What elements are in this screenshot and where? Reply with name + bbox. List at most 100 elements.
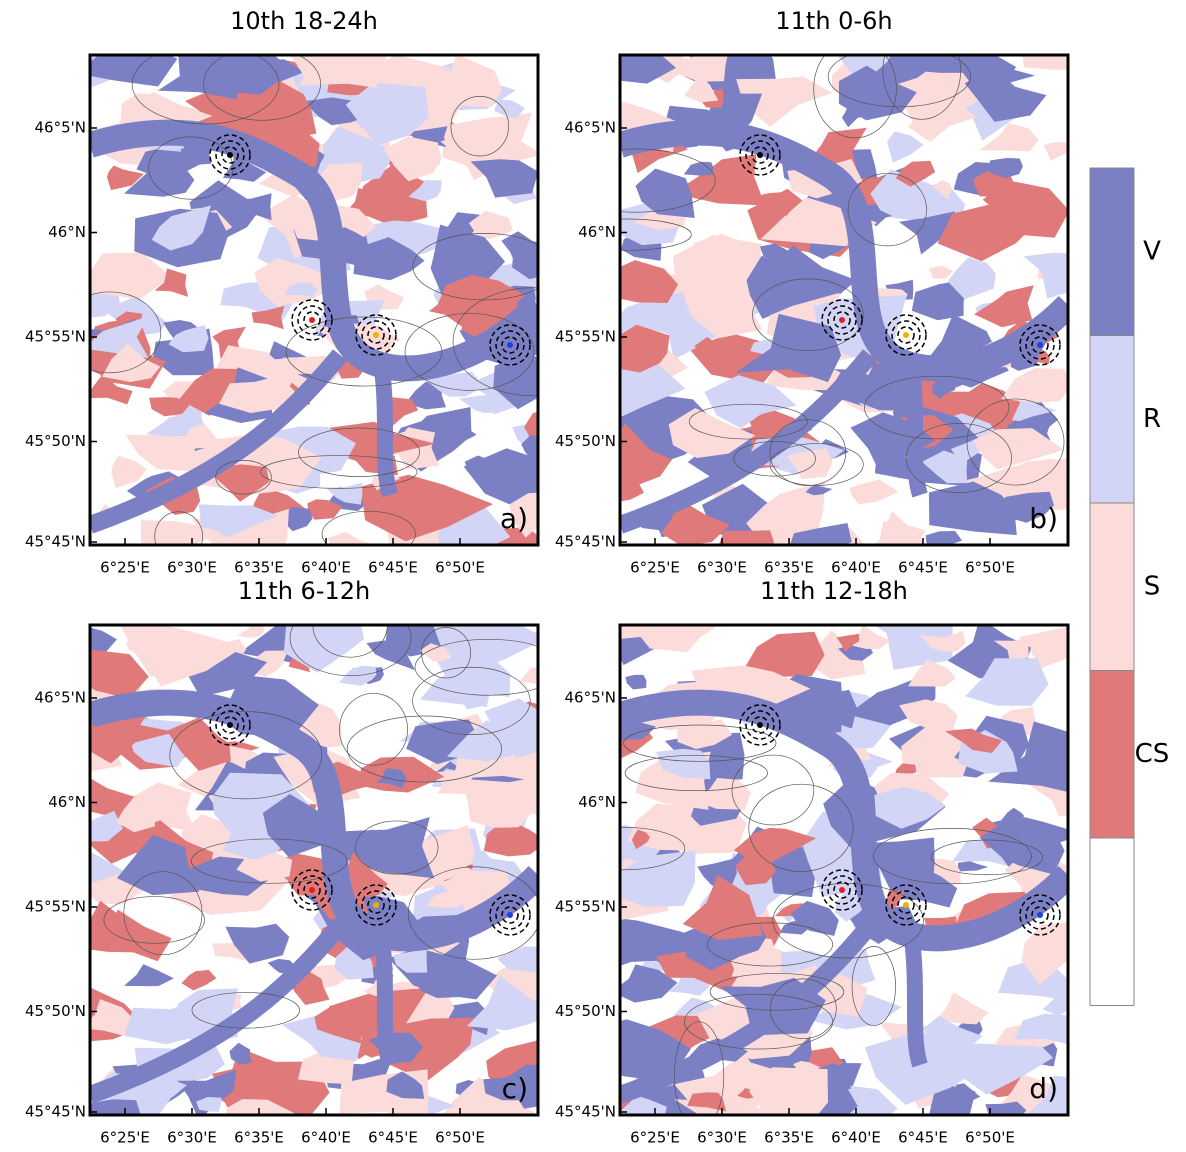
terrain-patch	[704, 375, 797, 429]
station-ring	[885, 314, 927, 356]
station-ring	[489, 324, 531, 366]
terrain-patch	[467, 975, 538, 1031]
station	[373, 902, 379, 908]
station-ring	[1031, 336, 1049, 354]
contour	[772, 883, 924, 959]
contour	[872, 828, 1032, 885]
terrain-patch	[181, 969, 217, 991]
terrain-patch	[459, 395, 501, 413]
station-ring	[355, 314, 397, 356]
terrain-patch	[931, 377, 956, 399]
terrain-patch	[90, 1099, 141, 1115]
panel-title: 11th 6-12h	[238, 577, 370, 605]
contour	[260, 455, 418, 489]
terrain-patch	[921, 450, 968, 484]
terrain-patch	[124, 150, 195, 197]
x-tick-label: 6°50'E	[965, 559, 1015, 577]
y-tick-label: 45°45'N	[555, 1103, 616, 1121]
x-tick-label: 6°45'E	[898, 559, 948, 577]
panel-label: b)	[1029, 502, 1058, 535]
y-tick-label: 46°5'N	[565, 689, 616, 707]
contour	[90, 291, 162, 374]
terrain-patch	[376, 768, 407, 788]
terrain-patch	[1028, 1075, 1068, 1115]
terrain-patch	[386, 1071, 425, 1099]
terrain-patch	[635, 168, 695, 218]
valley	[90, 349, 347, 534]
x-tick-label: 6°50'E	[965, 1129, 1015, 1147]
terrain-patch	[509, 492, 538, 538]
terrain-patch	[620, 480, 644, 502]
x-tick-label: 6°40'E	[831, 559, 881, 577]
panel-title: 11th 0-6h	[775, 7, 892, 35]
terrain-patch	[229, 1042, 253, 1065]
x-tick-label: 6°30'E	[697, 559, 747, 577]
terrain-patch	[870, 169, 953, 219]
y-tick-label: 45°50'N	[555, 1002, 616, 1020]
terrain-patch	[685, 930, 757, 971]
station-ring	[303, 881, 321, 899]
contour	[131, 55, 280, 125]
x-tick-label: 6°35'E	[764, 1129, 814, 1147]
panel-title: 11th 12-18h	[760, 577, 908, 605]
station	[309, 887, 315, 893]
station-ring	[495, 330, 525, 360]
station-ring	[215, 140, 245, 170]
contour	[827, 55, 971, 108]
terrain-patch	[314, 1006, 362, 1044]
contour	[452, 287, 538, 397]
terrain-patch	[154, 268, 189, 297]
terrain-patch	[435, 274, 526, 331]
contour	[769, 419, 847, 486]
terrain-patch	[123, 964, 174, 987]
terrain-patch	[106, 165, 144, 191]
station-ring	[827, 875, 857, 905]
terrain-patch	[168, 325, 209, 353]
valley	[90, 689, 538, 952]
station-ring	[291, 299, 333, 341]
contour	[847, 173, 927, 247]
y-tick-label: 45°45'N	[555, 533, 616, 551]
terrain-patch	[851, 625, 891, 649]
terrain-patch	[874, 786, 946, 829]
terrain-patch	[141, 520, 221, 545]
terrain-patch	[177, 1069, 237, 1115]
station-ring	[221, 146, 239, 164]
station	[227, 722, 233, 728]
contour	[674, 1021, 725, 1115]
station-ring	[297, 305, 327, 335]
terrain-patch	[383, 136, 442, 182]
station-ring	[821, 869, 863, 911]
station	[1037, 912, 1043, 918]
terrain-patch	[393, 948, 428, 973]
terrain-patch	[467, 780, 533, 828]
contour	[864, 375, 1010, 440]
contour	[321, 510, 416, 545]
terrain-patch	[196, 1097, 222, 1112]
terrain-patch	[620, 927, 644, 966]
terrain-patch	[180, 144, 212, 165]
map-field	[620, 55, 1068, 545]
contour	[623, 724, 777, 762]
x-tick-label: 6°25'E	[100, 1129, 150, 1147]
station-ring	[215, 710, 245, 740]
terrain-patch	[198, 504, 279, 538]
contour	[905, 423, 1012, 493]
terrain-patch	[283, 506, 313, 532]
terrain-patch	[678, 55, 728, 82]
station	[903, 902, 909, 908]
x-tick-label: 6°45'E	[898, 1129, 948, 1147]
valley	[620, 919, 877, 1104]
map-panel: 11th 6-12h c) 46°5'N 46°N 45°55'N 45°50'N 45°4…	[25, 577, 540, 1147]
terrain-patch	[905, 55, 981, 73]
terrain-patch	[254, 258, 345, 307]
station-ring	[885, 884, 927, 926]
terrain-patch	[745, 631, 825, 677]
terrain-patch	[178, 55, 292, 95]
legend-swatch	[1089, 335, 1135, 504]
terrain-patch	[899, 699, 958, 732]
terrain-patch	[90, 999, 134, 1038]
terrain-patch	[836, 633, 860, 652]
terrain-patch	[872, 520, 925, 545]
terrain-patch	[353, 237, 425, 281]
